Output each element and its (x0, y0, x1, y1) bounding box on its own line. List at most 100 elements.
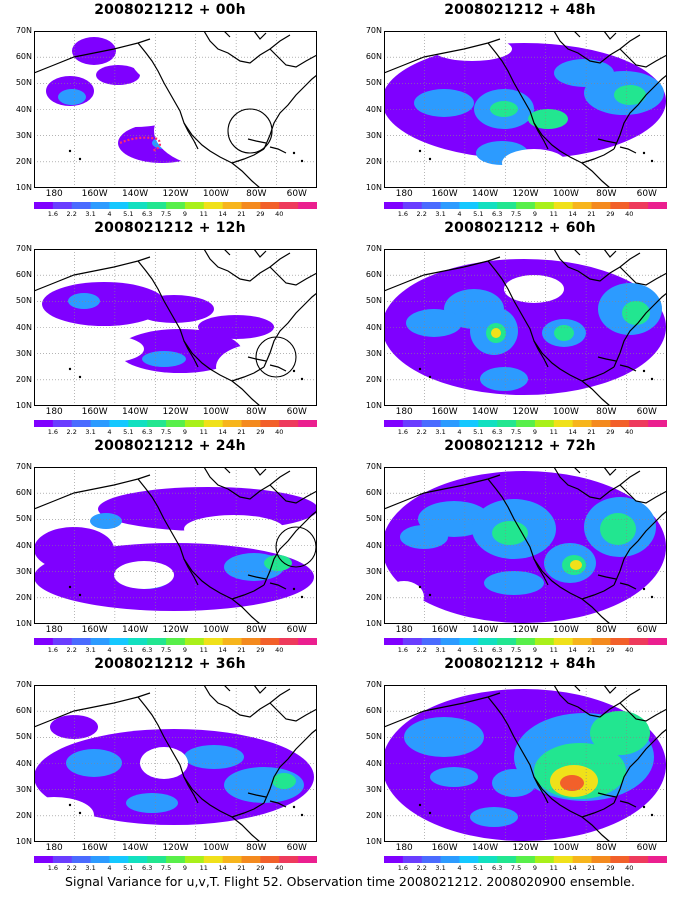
colorbar-swatch (459, 638, 479, 645)
no-signal-region (114, 561, 174, 589)
coastline (553, 249, 641, 282)
latitude-tick-label: 10N (365, 183, 382, 192)
colorbar-label: 29 (606, 428, 615, 436)
island-dot (78, 593, 82, 597)
latitude-tick-label: 20N (15, 592, 32, 602)
variance-contour-region (414, 89, 474, 117)
coastline (137, 42, 261, 188)
island-dot (292, 805, 296, 809)
colorbar-label: 3.1 (85, 864, 96, 872)
latitude-tick-label: 40N (15, 758, 32, 768)
colorbar-swatch (298, 856, 317, 863)
longitude-tick-label: 80W (246, 407, 267, 417)
panel-title: 2008021212 + 00h (94, 2, 246, 18)
colorbar-swatch (591, 856, 611, 863)
latitude-tick-label: 60N (365, 706, 382, 716)
colorbar-swatch (610, 420, 630, 427)
latitude-tick-label: 10N (15, 837, 32, 846)
colorbar-label: 40 (625, 428, 634, 436)
longitude-tick-label: 160W (81, 189, 108, 199)
longitude-tick-label: 180 (45, 843, 63, 853)
flight-track (119, 136, 162, 153)
coastline (597, 356, 637, 372)
colorbar-swatch (421, 638, 442, 645)
colorbar-label: 40 (625, 646, 634, 654)
colorbar-swatch (222, 638, 243, 645)
latitude-tick-label: 70N (365, 26, 382, 35)
colorbar-swatch (260, 638, 280, 645)
no-signal-region (34, 797, 94, 833)
colorbar-swatch (222, 856, 243, 863)
colorbar-label: 4 (457, 646, 462, 654)
island-dot (292, 151, 296, 155)
island-dot (650, 377, 654, 381)
latitude-tick-label: 60N (15, 270, 32, 280)
colorbar-swatch (203, 202, 224, 209)
colorbar (384, 420, 667, 427)
variance-contour-region (264, 555, 292, 571)
panel-36h: 2008021212 + 36h 70N 60N 50N 40N 30N 20N 10N 180… (0, 654, 340, 874)
colorbar-swatch (166, 856, 186, 863)
island-dot (428, 375, 432, 379)
colorbar-label: 6.3 (492, 864, 503, 872)
colorbar-label: 1.6 (47, 428, 59, 436)
coastline (613, 728, 667, 804)
longitude-tick-label: 60W (286, 407, 307, 417)
panel-00h: 2008021212 + 00h 70N 60N 50N 40N 30N 20N 10N 180… (0, 0, 340, 220)
figure-caption: Signal Variance for u,v,T. Flight 52. Ob… (65, 874, 635, 889)
longitude-tick-label: 160W (81, 625, 108, 635)
colorbar-swatch (147, 638, 167, 645)
colorbar-swatch (34, 420, 54, 427)
colorbar-label: 7.5 (160, 646, 172, 654)
colorbar-swatch (34, 638, 54, 645)
latitude-tick-label: 10N (15, 401, 32, 410)
island-dot (78, 811, 82, 815)
coastline (619, 702, 667, 722)
colorbar-swatch (166, 420, 186, 427)
longitude-tick-label: 140W (122, 407, 149, 417)
colorbar-label: 14 (218, 210, 227, 218)
variance-contour-region (622, 301, 650, 325)
colorbar-swatch (279, 856, 299, 863)
latitude-tick-label: 20N (365, 592, 382, 602)
colorbar-swatch (610, 856, 630, 863)
colorbar-swatch (459, 202, 479, 209)
colorbar-label: 3.1 (435, 864, 446, 872)
latitude-tick-label: 70N (15, 462, 32, 471)
colorbar-swatch (128, 202, 148, 209)
colorbar-swatch (203, 856, 224, 863)
colorbar-swatch (459, 420, 479, 427)
colorbar-swatch (184, 420, 205, 427)
coastline (487, 260, 611, 406)
colorbar-swatch (71, 420, 92, 427)
colorbar-label: 6.3 (142, 210, 153, 218)
map-layers (384, 685, 667, 842)
colorbar-swatch (147, 202, 167, 209)
colorbar-swatch (497, 420, 517, 427)
colorbar-label: 29 (256, 210, 265, 218)
colorbar-swatch (478, 202, 498, 209)
coastline (183, 558, 199, 586)
longitude-tick-label: 60W (286, 625, 307, 635)
latitude-tick-label: 70N (15, 680, 32, 689)
island-dot (300, 159, 304, 163)
panel-title: 2008021212 + 48h (444, 2, 596, 18)
colorbar-swatch (166, 638, 186, 645)
longitude-tick-label: 160W (431, 625, 458, 635)
colorbar-label: 5.1 (123, 646, 134, 654)
colorbar-swatch (109, 856, 129, 863)
colorbar-swatch (478, 638, 498, 645)
colorbar-label: 5.1 (473, 210, 484, 218)
coastline (269, 48, 317, 68)
colorbar-swatch (90, 420, 110, 427)
longitude-tick-label: 100W (202, 625, 229, 635)
colorbar-label: 40 (275, 646, 284, 654)
panel-title: 2008021212 + 36h (94, 656, 246, 672)
colorbar-label: 7.5 (510, 428, 522, 436)
latitude-tick-label: 70N (365, 244, 382, 253)
colorbar-label: 7.5 (510, 864, 522, 872)
colorbar-swatch (384, 202, 404, 209)
island-dot (418, 367, 422, 371)
variance-contour-region (404, 717, 484, 757)
colorbar-swatch (109, 420, 129, 427)
